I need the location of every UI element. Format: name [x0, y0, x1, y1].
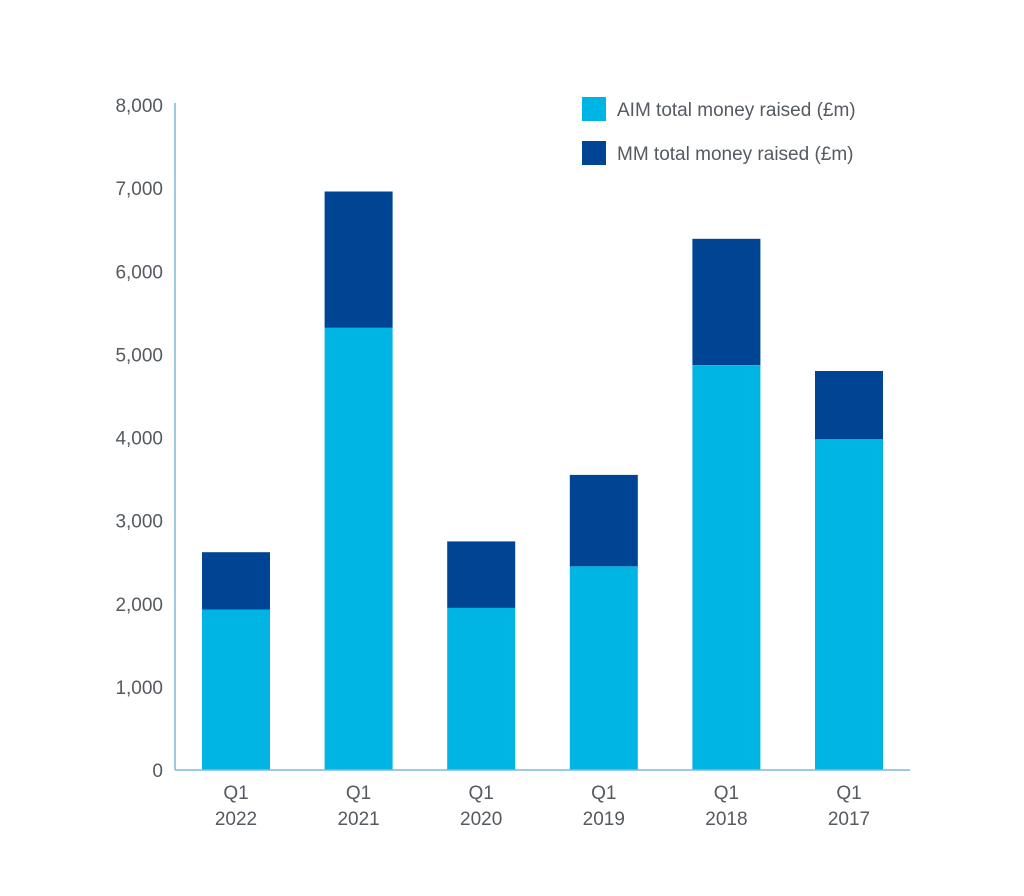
bar-aim-q1-2021 [324, 327, 393, 770]
legend: AIM total money raised (£m) MM total mone… [582, 97, 856, 165]
bar-aim-q1-2022 [202, 609, 270, 770]
x-tick-label: Q1 2022 [215, 783, 257, 830]
y-tick-label: 1,000 [115, 678, 163, 699]
bar-aim-q1-2018 [692, 365, 761, 770]
bar-mm-q1-2019 [569, 474, 638, 567]
y-tick-label: 8,000 [115, 96, 163, 117]
legend-swatch-mm [582, 141, 606, 165]
x-tick-label: Q1 2021 [337, 783, 379, 830]
legend-label-aim: AIM total money raised (£m) [617, 100, 856, 121]
bar-mm-q1-2018 [692, 238, 761, 366]
x-tick-label: Q1 2018 [705, 783, 747, 830]
x-axis-ticks: Q1 2022 Q1 2021 Q1 2020 Q1 2019 Q1 2018 Q1 2017 [215, 783, 870, 830]
y-tick-label: 0 [152, 761, 163, 782]
y-tick-label: 5,000 [115, 345, 163, 366]
y-tick-label: 7,000 [115, 179, 163, 200]
legend-swatch-aim [582, 97, 606, 121]
y-axis-ticks: 0 1,000 2,000 3,000 4,000 5,000 6,000 7,000 8,00… [115, 96, 163, 782]
x-tick-label: Q1 2020 [460, 783, 502, 830]
bar-mm-q1-2021 [324, 191, 393, 328]
bar-aim-q1-2019 [569, 566, 638, 770]
y-tick-label: 4,000 [115, 429, 163, 450]
bars-group [202, 191, 883, 770]
legend-label-mm: MM total money raised (£m) [617, 144, 854, 165]
y-tick-label: 3,000 [115, 512, 163, 533]
axes-group [174, 103, 910, 771]
bar-mm-q1-2022 [202, 552, 270, 610]
x-tick-label: Q1 2017 [828, 783, 870, 830]
x-tick-label: Q1 2019 [583, 783, 625, 830]
bar-aim-q1-2020 [447, 607, 516, 770]
bar-mm-q1-2017 [815, 371, 883, 440]
y-tick-label: 2,000 [115, 595, 163, 616]
bar-aim-q1-2017 [815, 439, 883, 770]
y-tick-label: 6,000 [115, 262, 163, 283]
bar-mm-q1-2020 [447, 541, 516, 608]
